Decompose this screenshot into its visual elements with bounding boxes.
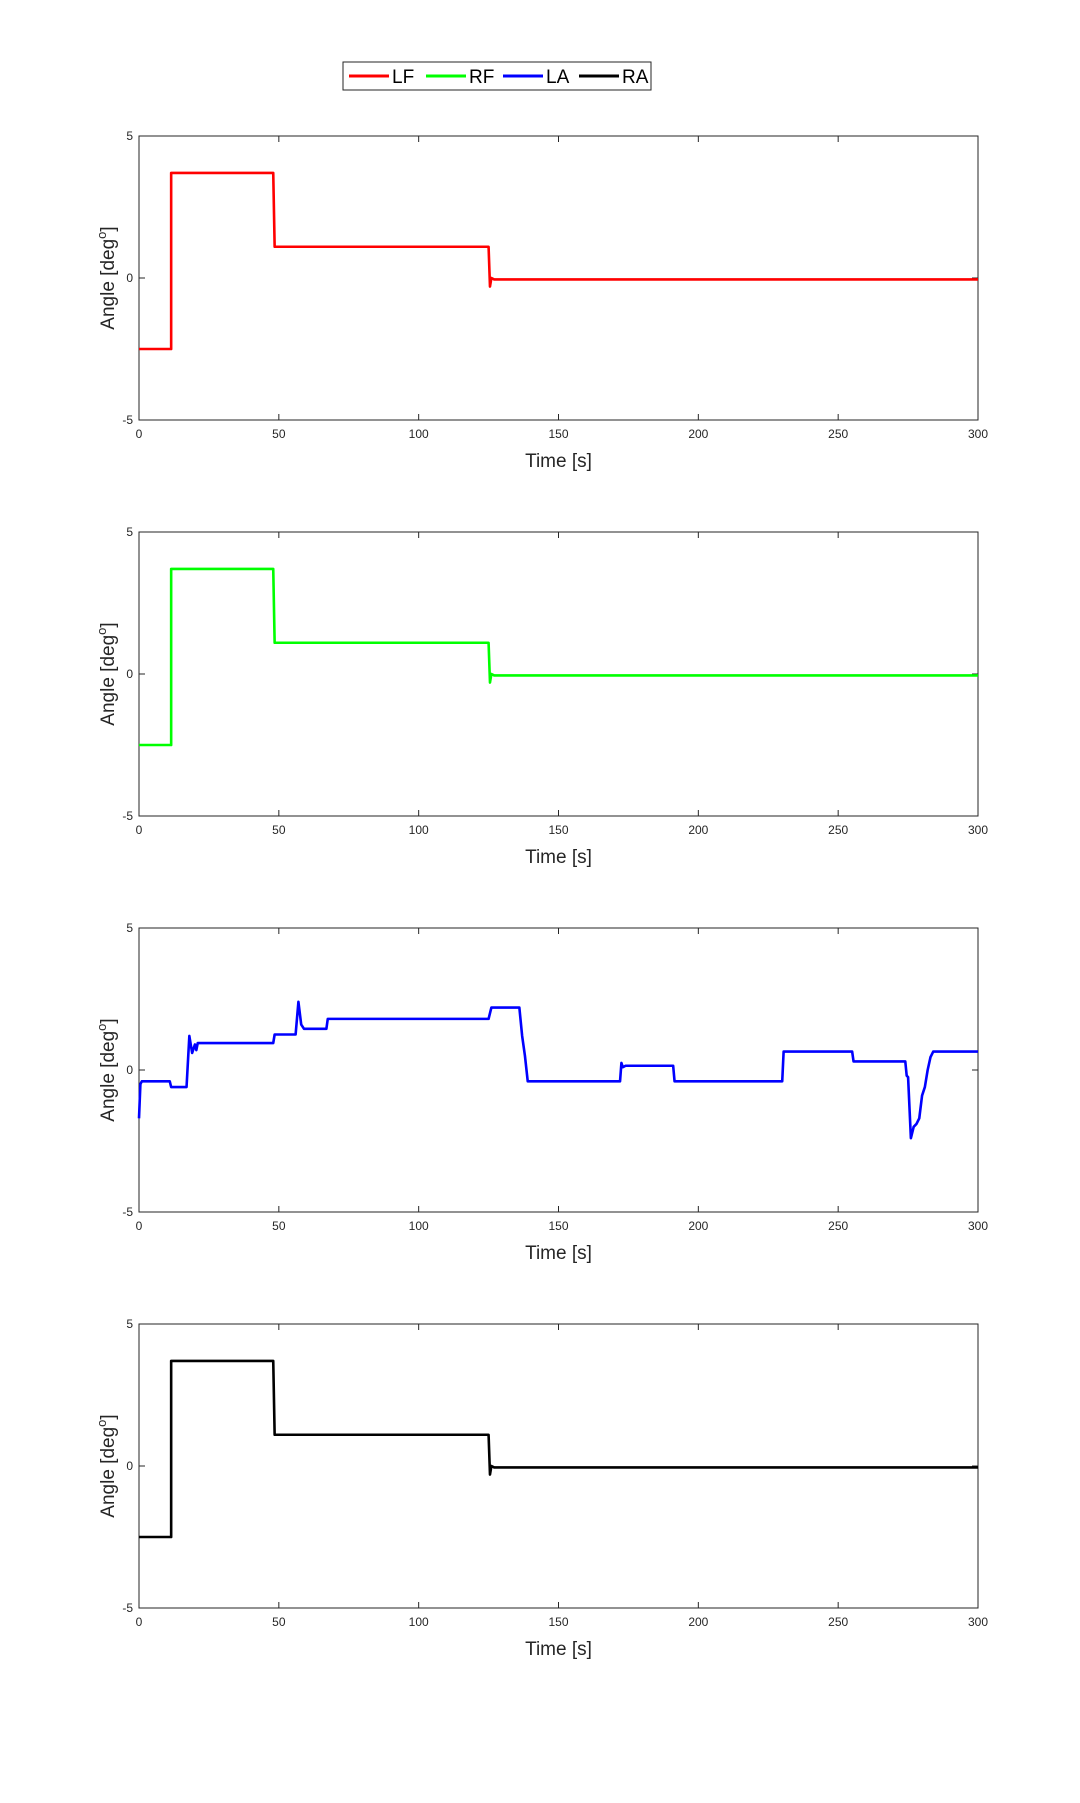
plot-area (138, 1323, 979, 1609)
plot-area (138, 531, 979, 817)
x-tick-label: 150 (548, 1615, 568, 1629)
x-tick-label: 300 (968, 823, 988, 837)
x-axis-label: Time [s] (525, 847, 592, 868)
x-tick-label: 150 (548, 1219, 568, 1233)
y-axis-label: Angle [dego] (94, 622, 119, 725)
y-axis-label: Angle [dego] (94, 226, 119, 329)
x-tick-label: 0 (136, 1219, 143, 1233)
y-tick-label: 0 (126, 1459, 133, 1473)
x-tick-label: 300 (968, 1615, 988, 1629)
x-tick-label: 150 (548, 823, 568, 837)
x-tick-label: 250 (828, 427, 848, 441)
y-axis-label-suffix: ] (98, 1018, 119, 1023)
y-axis-label: Angle [dego] (94, 1414, 119, 1517)
y-axis-label-superscript: o (94, 232, 109, 239)
y-tick-label: 0 (126, 1063, 133, 1077)
series-line-ra (139, 1359, 978, 1539)
x-tick-label: 0 (136, 427, 143, 441)
x-tick-label: 100 (409, 1219, 429, 1233)
y-axis-label-text: Angle [deg (98, 1031, 119, 1122)
series-line-la (137, 1000, 978, 1140)
x-tick-label: 250 (828, 1219, 848, 1233)
y-tick-label: 5 (126, 921, 133, 935)
x-tick-label: 300 (968, 427, 988, 441)
x-axis-label: Time [s] (525, 1243, 592, 1264)
y-tick-label: -5 (122, 809, 133, 823)
x-tick-label: 50 (272, 1615, 286, 1629)
x-tick-label: 150 (548, 427, 568, 441)
y-axis-label-suffix: ] (98, 226, 119, 231)
y-axis-label-text: Angle [deg (98, 635, 119, 726)
plot-area (138, 927, 979, 1213)
x-axis-label: Time [s] (525, 451, 592, 472)
legend-entry-rf: RF (426, 67, 494, 88)
x-tick-label: 200 (688, 1219, 708, 1233)
y-tick-label: -5 (122, 1601, 133, 1615)
x-tick-label: 50 (272, 427, 286, 441)
y-tick-label: 5 (126, 525, 133, 539)
x-axis-label: Time [s] (525, 1639, 592, 1660)
y-axis-label: Angle [dego] (94, 1018, 119, 1121)
y-axis-label-superscript: o (94, 628, 109, 635)
x-tick-label: 250 (828, 823, 848, 837)
legend-label: RF (469, 67, 494, 88)
series-line-rf (139, 567, 978, 747)
x-tick-label: 100 (409, 823, 429, 837)
x-tick-label: 200 (688, 823, 708, 837)
legend-label: LA (546, 67, 570, 88)
y-tick-label: -5 (122, 413, 133, 427)
x-tick-label: 50 (272, 823, 286, 837)
legend: LF RF LA RA (342, 61, 652, 91)
legend-entry-lf: LF (349, 67, 414, 88)
y-tick-label: 5 (126, 1317, 133, 1331)
x-tick-label: 100 (409, 1615, 429, 1629)
x-tick-label: 0 (136, 823, 143, 837)
y-axis-label-text: Angle [deg (98, 239, 119, 330)
y-tick-label: 0 (126, 271, 133, 285)
y-axis-label-superscript: o (94, 1024, 109, 1031)
y-tick-label: 5 (126, 129, 133, 143)
x-tick-label: 100 (409, 427, 429, 441)
y-axis-label-suffix: ] (98, 622, 119, 627)
legend-entry-la: LA (503, 67, 570, 88)
x-tick-label: 50 (272, 1219, 286, 1233)
y-tick-label: 0 (126, 667, 133, 681)
y-axis-label-suffix: ] (98, 1414, 119, 1419)
plot-area (138, 135, 979, 421)
legend-label: LF (392, 67, 414, 88)
x-tick-label: 200 (688, 1615, 708, 1629)
x-tick-label: 200 (688, 427, 708, 441)
legend-label: RA (622, 67, 649, 88)
y-axis-label-text: Angle [deg (98, 1427, 119, 1518)
y-tick-label: -5 (122, 1205, 133, 1219)
series-line-lf (139, 171, 978, 351)
x-tick-label: 300 (968, 1219, 988, 1233)
legend-entry-ra: RA (579, 67, 649, 88)
x-tick-label: 0 (136, 1615, 143, 1629)
y-axis-label-superscript: o (94, 1420, 109, 1427)
x-tick-label: 250 (828, 1615, 848, 1629)
